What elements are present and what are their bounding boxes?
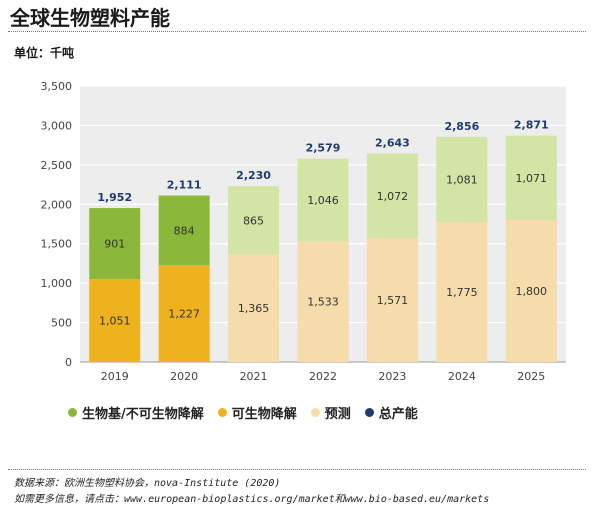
bar-biodegradable bbox=[366, 238, 418, 362]
bar-value-label: 1,533 bbox=[307, 296, 339, 309]
bar-value-label: 865 bbox=[243, 214, 264, 227]
y-tick-label: 2,500 bbox=[41, 159, 73, 172]
y-tick-label: 2,000 bbox=[41, 198, 73, 211]
legend-label-forecast: 预测 bbox=[324, 406, 351, 422]
x-tick-label: 2024 bbox=[448, 370, 476, 383]
x-tick-label: 2021 bbox=[240, 370, 268, 383]
total-label: 2,856 bbox=[444, 120, 479, 133]
bar-biodegradable bbox=[228, 254, 280, 362]
total-label: 1,952 bbox=[97, 191, 132, 204]
total-label: 2,579 bbox=[306, 142, 341, 155]
y-tick-label: 1,000 bbox=[41, 277, 73, 290]
total-label: 2,643 bbox=[375, 137, 410, 150]
bar-biobased bbox=[158, 195, 210, 266]
bar-value-label: 1,775 bbox=[446, 286, 478, 299]
title-divider bbox=[8, 31, 586, 32]
bar-biodegradable bbox=[158, 265, 210, 362]
y-tick-label: 0 bbox=[65, 356, 72, 369]
bar-value-label: 1,365 bbox=[238, 302, 270, 315]
source-line-1: 数据来源：欧洲生物塑料协会，nova-Institute (2020) bbox=[14, 478, 281, 489]
bar-biodegradable bbox=[436, 222, 488, 362]
bar-value-label: 1,081 bbox=[446, 173, 478, 186]
legend-dot-total bbox=[364, 407, 374, 417]
y-tick-label: 3,500 bbox=[41, 80, 73, 93]
y-tick-label: 3,000 bbox=[41, 119, 73, 132]
chart-title: 全球生物塑料产能 bbox=[10, 6, 170, 30]
bar-value-label: 884 bbox=[174, 224, 195, 237]
total-label: 2,871 bbox=[514, 119, 549, 132]
x-tick-label: 2022 bbox=[309, 370, 337, 383]
x-tick-label: 2020 bbox=[170, 370, 198, 383]
y-tick-label: 500 bbox=[51, 317, 72, 330]
legend-dot-biobased bbox=[68, 407, 77, 417]
bar-value-label: 1,051 bbox=[99, 315, 131, 328]
bar-biobased bbox=[228, 186, 280, 255]
legend-label-biobased: 生物基/不可生物降解 bbox=[82, 406, 204, 422]
unit-label: 单位：千吨 bbox=[14, 46, 75, 60]
bar-biobased bbox=[505, 135, 557, 221]
bar-biodegradable bbox=[297, 241, 349, 362]
bar-chart: 0 500 1,000 1,500 2,000 2,500 3,000 3,500 1,051 9… bbox=[41, 80, 566, 383]
legend-item-biodegradable: 可生物降解 bbox=[217, 403, 297, 422]
total-label: 2,111 bbox=[167, 179, 202, 192]
source-divider bbox=[8, 469, 586, 470]
bar-biobased bbox=[436, 136, 488, 223]
x-tick-label: 2023 bbox=[378, 370, 406, 383]
x-tick-label: 2025 bbox=[517, 370, 545, 383]
bar-biobased bbox=[366, 153, 418, 239]
bar-value-label: 901 bbox=[104, 238, 125, 251]
bar-biobased bbox=[89, 208, 141, 280]
x-tick-label: 2019 bbox=[101, 370, 129, 383]
y-tick-label: 1,500 bbox=[41, 238, 73, 251]
legend-label-biodegradable: 可生物降解 bbox=[231, 406, 297, 422]
bar-value-label: 1,072 bbox=[377, 190, 409, 203]
legend: 生物基/不可生物降解 可生物降解 预测 总产能 bbox=[68, 402, 432, 422]
bar-value-label: 1,227 bbox=[168, 308, 200, 321]
bar-value-label: 1,800 bbox=[516, 285, 548, 298]
bar-value-label: 1,571 bbox=[377, 294, 409, 307]
source-line-2: 如需更多信息，请点击：www.european-bioplastics.org/… bbox=[14, 494, 490, 505]
legend-item-forecast: 预测 bbox=[310, 403, 351, 422]
bar-value-label: 1,071 bbox=[516, 172, 548, 185]
legend-dot-biodegradable bbox=[217, 407, 227, 417]
legend-item-biobased: 生物基/不可生物降解 bbox=[68, 403, 204, 422]
bar-biodegradable bbox=[505, 220, 557, 362]
bar-value-label: 1,046 bbox=[307, 194, 339, 207]
legend-item-total: 总产能 bbox=[364, 403, 418, 422]
bar-biobased bbox=[297, 158, 349, 242]
total-label: 2,230 bbox=[236, 169, 271, 182]
legend-label-total: 总产能 bbox=[378, 406, 418, 422]
bar-biodegradable bbox=[89, 279, 141, 362]
legend-dot-forecast bbox=[310, 407, 320, 417]
